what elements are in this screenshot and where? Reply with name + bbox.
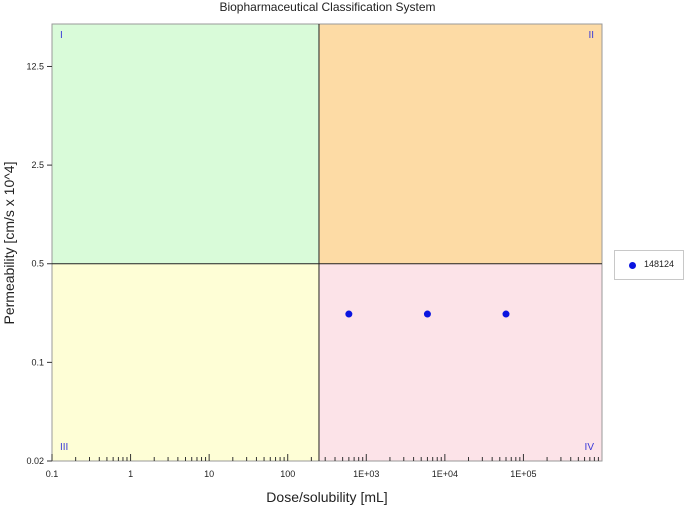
y-tick-label: 0.5 <box>31 259 44 269</box>
y-tick-label: 0.02 <box>26 456 44 466</box>
x-tick-label: 1E+05 <box>510 469 536 479</box>
region-label-II: II <box>588 30 594 41</box>
legend-series-label: 148124 <box>644 259 675 269</box>
x-tick-label: 1E+03 <box>353 469 379 479</box>
region-label-III: III <box>60 442 68 453</box>
y-tick-label: 12.5 <box>26 61 44 71</box>
data-point <box>502 310 510 318</box>
y-tick-label: 2.5 <box>31 160 44 170</box>
legend-marker <box>629 262 636 269</box>
data-point <box>423 310 431 318</box>
y-axis-label: Permeability [cm/s x 10^4] <box>1 161 17 325</box>
region-I <box>52 24 319 264</box>
region-label-IV: IV <box>585 442 595 453</box>
legend: 148124 <box>614 250 684 280</box>
chart-title: Biopharmaceutical Classification System <box>219 0 436 14</box>
x-tick-label: 100 <box>280 469 295 479</box>
region-II <box>318 24 602 264</box>
x-tick-label: 1 <box>128 469 133 479</box>
x-tick-label: 0.1 <box>46 469 59 479</box>
x-axis-label: Dose/solubility [mL] <box>266 489 388 505</box>
region-III <box>52 263 319 461</box>
plot-frame <box>51 23 603 462</box>
y-tick-label: 0.1 <box>31 357 44 367</box>
x-tick-label: 10 <box>204 469 214 479</box>
region-label-I: I <box>60 30 63 41</box>
x-tick-label: 1E+04 <box>432 469 458 479</box>
region-IV <box>318 263 602 461</box>
data-point <box>345 310 353 318</box>
